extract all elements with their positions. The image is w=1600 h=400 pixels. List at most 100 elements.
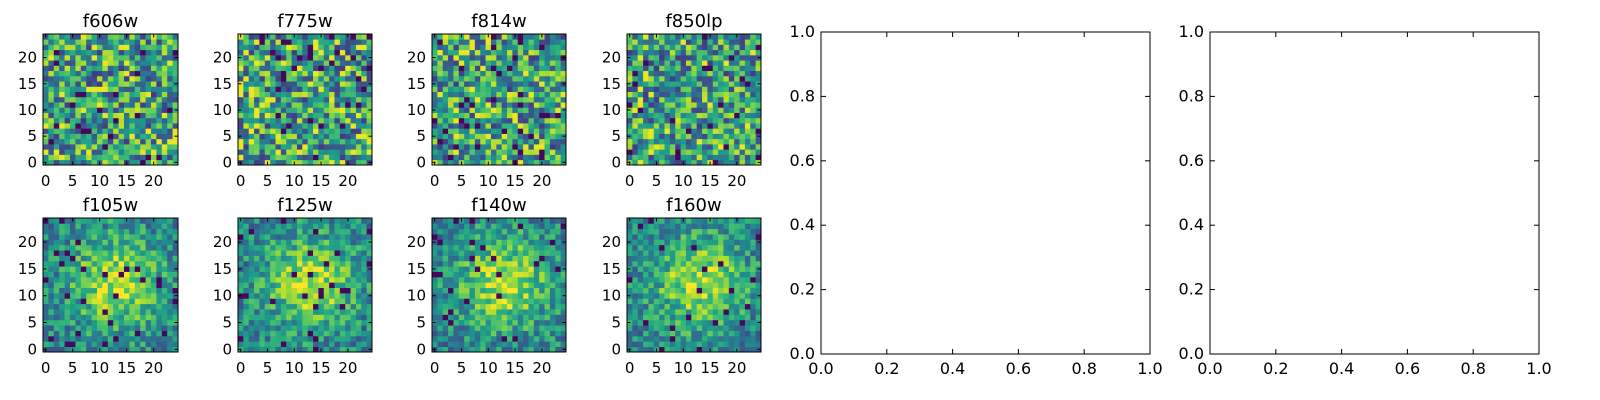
heatmap-cell bbox=[302, 86, 309, 92]
heatmap-cell bbox=[259, 44, 266, 51]
heatmap-cell bbox=[549, 60, 556, 66]
heatmap-cell bbox=[291, 54, 298, 61]
heatmap-cell bbox=[238, 255, 244, 262]
heatmap-cell bbox=[64, 96, 71, 103]
heatmap-cell bbox=[323, 123, 330, 129]
heatmap-cell bbox=[97, 70, 103, 77]
heatmap-cell bbox=[496, 54, 503, 61]
heatmap-cell bbox=[442, 293, 449, 299]
heatmap-cell bbox=[750, 282, 756, 289]
heatmap-cell bbox=[140, 128, 146, 134]
heatmap-cell bbox=[517, 319, 524, 326]
heatmap-cell bbox=[118, 117, 125, 124]
heatmap-cell bbox=[517, 303, 524, 310]
heatmap-cell bbox=[291, 65, 298, 72]
heatmap-cell bbox=[113, 70, 119, 77]
heatmap-cell bbox=[80, 287, 87, 294]
heatmap-cell bbox=[264, 65, 271, 72]
heatmap-cell bbox=[307, 309, 314, 315]
heatmap-cell bbox=[318, 91, 325, 98]
heatmap-cell bbox=[555, 303, 561, 310]
heatmap-cell bbox=[366, 117, 373, 124]
heatmap-cell bbox=[744, 287, 751, 294]
heatmap-cell bbox=[48, 117, 55, 124]
heatmap-cell bbox=[334, 282, 341, 289]
heatmap-cell bbox=[355, 96, 362, 103]
heatmap-cell bbox=[118, 303, 125, 310]
heatmap-cell bbox=[480, 266, 486, 272]
heatmap-cell bbox=[480, 282, 486, 289]
heatmap-cell bbox=[750, 154, 756, 161]
heatmap-cell bbox=[712, 282, 719, 289]
heatmap-cell bbox=[48, 34, 55, 40]
heatmap-cell bbox=[145, 303, 152, 310]
heatmap-cell bbox=[523, 266, 529, 272]
heatmap-cell bbox=[91, 107, 98, 113]
heatmap-cell bbox=[167, 144, 173, 150]
heatmap-cell bbox=[238, 260, 244, 267]
heatmap-cell bbox=[501, 234, 508, 240]
heatmap-cell bbox=[97, 96, 103, 103]
heatmap-cell bbox=[560, 102, 567, 108]
heatmap-cell bbox=[291, 123, 298, 129]
heatmap-cell bbox=[275, 159, 282, 166]
heatmap-cell bbox=[501, 54, 508, 61]
heatmap-cell bbox=[702, 325, 708, 331]
heatmap-cell bbox=[264, 303, 271, 310]
heatmap-cell bbox=[129, 330, 136, 337]
x-tick-label: 5 bbox=[263, 359, 273, 377]
heatmap-cell bbox=[560, 128, 567, 134]
heatmap-cell bbox=[523, 75, 529, 82]
heatmap-cell bbox=[270, 293, 276, 299]
heatmap-cell bbox=[480, 102, 486, 108]
heatmap-cell bbox=[355, 276, 362, 283]
heatmap-cell bbox=[64, 303, 71, 310]
heatmap-cell bbox=[80, 159, 87, 166]
heatmap-cell bbox=[296, 107, 303, 113]
heatmap-cell bbox=[140, 325, 146, 331]
heatmap-cell bbox=[323, 91, 330, 98]
heatmap-cell bbox=[659, 60, 665, 66]
heatmap-cell bbox=[555, 228, 561, 235]
heatmap-cell bbox=[302, 234, 309, 240]
heatmap-cell bbox=[259, 234, 266, 240]
heatmap-cell bbox=[528, 86, 535, 92]
heatmap-cell bbox=[91, 81, 98, 87]
heatmap-cell bbox=[442, 75, 449, 82]
heatmap-cell bbox=[118, 70, 125, 77]
heatmap-cell bbox=[632, 117, 639, 124]
heatmap-cell bbox=[442, 276, 449, 283]
heatmap-cell bbox=[366, 228, 373, 235]
heatmap-cell bbox=[560, 218, 567, 224]
heatmap-cell bbox=[129, 266, 136, 272]
heatmap-cell bbox=[669, 96, 676, 103]
heatmap-cell bbox=[517, 346, 524, 353]
heatmap-cell bbox=[453, 335, 460, 342]
heatmap-cell bbox=[501, 96, 508, 103]
heatmap-cell bbox=[124, 154, 130, 161]
heatmap-cell bbox=[238, 39, 244, 45]
heatmap-cell bbox=[539, 49, 545, 56]
heatmap-cell bbox=[458, 149, 465, 155]
heatmap-cell bbox=[637, 293, 644, 299]
heatmap-cell bbox=[140, 138, 146, 145]
heatmap-cell bbox=[517, 70, 524, 77]
heatmap-cell bbox=[512, 266, 519, 272]
heatmap-cell bbox=[270, 325, 276, 331]
heatmap-cell bbox=[474, 346, 481, 353]
heatmap-cell bbox=[43, 276, 49, 283]
heatmap-cell bbox=[318, 54, 325, 61]
heatmap-cell bbox=[302, 44, 309, 51]
heatmap-cell bbox=[627, 112, 633, 119]
heatmap-cell bbox=[48, 65, 55, 72]
heatmap-cell bbox=[86, 65, 92, 72]
heatmap-cell bbox=[512, 250, 519, 256]
heatmap-cell bbox=[496, 282, 503, 289]
heatmap-cell bbox=[533, 107, 540, 113]
heatmap-cell bbox=[723, 112, 730, 119]
heatmap-cell bbox=[318, 123, 325, 129]
heatmap-cell bbox=[302, 117, 309, 124]
heatmap-cell bbox=[523, 70, 529, 77]
heatmap-cell bbox=[302, 287, 309, 294]
heatmap-cell bbox=[145, 287, 152, 294]
